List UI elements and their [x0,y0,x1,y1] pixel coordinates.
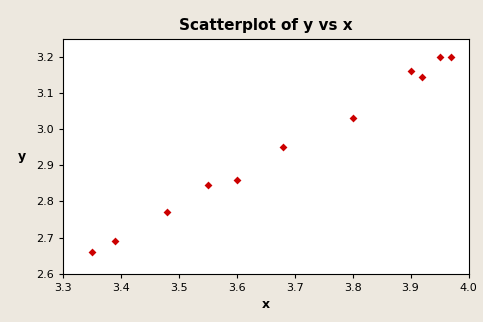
Point [204,183,212,188]
Point [418,74,426,79]
Point [233,177,241,182]
Point [88,250,96,255]
Point [279,145,287,150]
X-axis label: x: x [262,298,270,311]
Y-axis label: y: y [18,150,26,163]
Point [349,116,356,121]
Point [407,69,414,74]
Title: Scatterplot of y vs x: Scatterplot of y vs x [179,18,353,33]
Point [436,54,443,59]
Point [163,210,171,215]
Point [111,239,119,244]
Point [447,54,455,59]
